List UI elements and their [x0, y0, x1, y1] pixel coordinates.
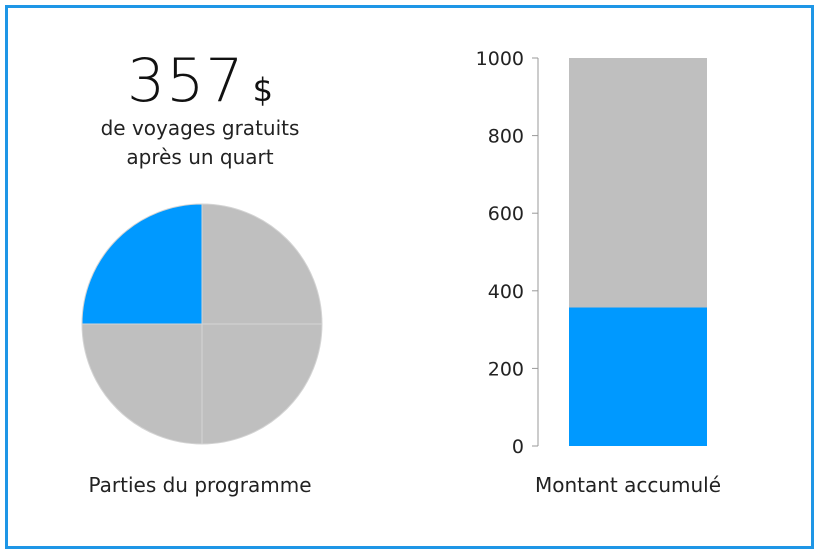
pie-slice-highlighted	[81, 203, 203, 325]
y-tick-label: 400	[488, 281, 524, 303]
amount-currency: $	[252, 71, 273, 109]
bar-segment-accumulated	[569, 307, 707, 446]
amount-value: 357	[127, 46, 245, 116]
stacked-bar-chart: 0 200 400 600 800 1000	[476, 48, 707, 458]
y-tick-label: 1000	[476, 48, 524, 70]
pie-slice	[201, 203, 323, 325]
y-tick-label: 200	[488, 358, 524, 380]
amount-display: 357 $	[0, 46, 400, 116]
amount-description-line1: de voyages gratuits	[100, 116, 300, 140]
y-tick-label: 800	[488, 126, 524, 148]
pie-slice	[201, 323, 323, 445]
y-tick-label: 0	[512, 436, 524, 458]
y-tick-label: 600	[488, 203, 524, 225]
amount-description-line2: après un quart	[126, 145, 274, 169]
pie-chart	[81, 203, 323, 445]
bar-caption: Montant accumulé	[534, 473, 722, 497]
pie-slice	[81, 323, 203, 445]
pie-caption: Parties du programme	[88, 473, 312, 497]
bar-segment-remaining	[569, 58, 707, 308]
